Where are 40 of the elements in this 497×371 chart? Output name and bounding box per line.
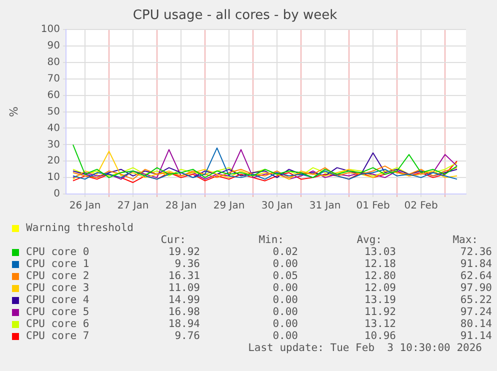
x-tick-label: 27 Jan <box>117 200 149 212</box>
y-tick-label: 30 <box>47 139 60 150</box>
y-tick-label: 100 <box>40 24 60 36</box>
text: 14.99 0.00 13.19 65.22 <box>168 294 492 306</box>
x-tick-label: 01 Feb <box>356 200 390 212</box>
legend-label: Warning threshold <box>26 222 134 234</box>
text: 9.76 0.00 10.96 91.14 <box>174 330 492 342</box>
y-tick-label: 60 <box>47 90 60 101</box>
y-tick-label: 10 <box>47 172 60 184</box>
y-tick-label: 50 <box>47 106 60 118</box>
text: 16.31 0.05 12.80 62.64 <box>168 270 492 282</box>
chart-title: CPU usage - all cores - by week <box>132 8 338 24</box>
y-tick-label: 40 <box>47 122 60 134</box>
y-tick-label: 90 <box>47 40 60 52</box>
text: 16.98 0.00 11.92 97.24 <box>168 306 492 318</box>
legend-label: CPU core 4 <box>26 294 90 306</box>
y-tick-label: 0 <box>54 188 60 200</box>
text: 19.92 0.02 13.03 72.36 <box>168 246 492 258</box>
legend-label: CPU core 0 <box>26 246 90 258</box>
legend-label: CPU core 1 <box>26 258 90 270</box>
legend-label: CPU core 5 <box>26 306 90 318</box>
x-tick-label: 28 Jan <box>165 200 197 212</box>
text: Cur: Min: Avg: Max: <box>160 234 478 246</box>
x-tick-label: 26 Jan <box>69 200 101 212</box>
x-tick-label: 31 Jan <box>309 200 341 212</box>
legend-label: CPU core 7 <box>26 330 90 342</box>
text: 18.94 0.00 13.12 80.14 <box>168 318 492 330</box>
legend-label: CPU core 2 <box>26 270 90 282</box>
text: 9.36 0.00 12.18 91.84 <box>174 258 492 270</box>
text: Last update: Tue Feb 3 10:30:00 2026 <box>248 342 482 354</box>
legend-label: CPU core 6 <box>26 318 90 330</box>
y-tick-label: 20 <box>47 156 60 167</box>
x-tick-label: 29 Jan <box>213 200 245 212</box>
y-tick-label: 80 <box>47 57 60 68</box>
x-tick-label: 30 Jan <box>261 200 293 212</box>
y-tick-label: 70 <box>47 74 60 85</box>
text: 11.09 0.00 12.09 97.90 <box>168 282 492 294</box>
y-axis-title: % <box>7 106 20 118</box>
x-tick-label: 02 Feb <box>404 200 438 212</box>
legend-label: CPU core 3 <box>26 282 90 294</box>
